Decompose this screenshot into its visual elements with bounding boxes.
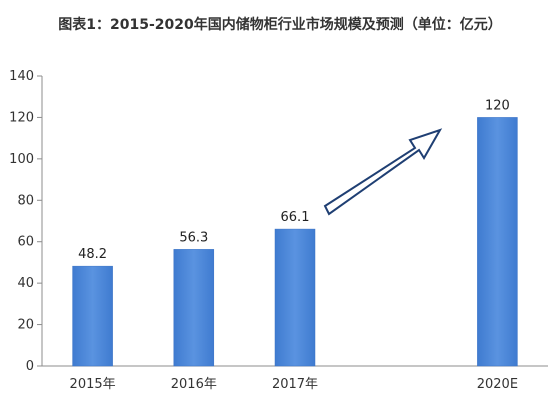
x-tick-label: 2017年 (272, 377, 318, 392)
y-tick-label: 60 (17, 235, 34, 250)
y-tick-label: 100 (9, 152, 34, 167)
y-tick-label: 0 (26, 359, 34, 374)
data-label: 48.2 (78, 247, 107, 262)
x-tick-label: 2015年 (70, 377, 116, 392)
growth-arrow-icon (323, 128, 443, 216)
x-tick-label: 2020E (477, 377, 518, 392)
data-label: 56.3 (179, 230, 208, 245)
data-label: 66.1 (281, 210, 310, 225)
x-tick-label: 2016年 (171, 377, 217, 392)
bar (72, 265, 113, 367)
y-axis: 0 20 40 60 80 100 120 140 (9, 69, 43, 374)
data-labels: 48.2 56.3 66.1 120 (78, 98, 510, 262)
bar (173, 249, 215, 367)
y-tick-label: 140 (9, 69, 34, 84)
x-axis: 2015年 2016年 2017年 2020E (42, 365, 548, 392)
bars (72, 117, 518, 367)
y-tick-label: 40 (17, 276, 34, 291)
y-tick-label: 20 (17, 318, 34, 333)
bar (274, 228, 316, 367)
bar (477, 117, 518, 367)
y-tick-label: 120 (9, 110, 34, 125)
y-tick-label: 80 (17, 193, 34, 208)
chart-title: 图表1：2015-2020年国内储物柜行业市场规模及预测（单位：亿元） (58, 17, 502, 33)
data-label: 120 (485, 98, 510, 113)
growth-arrow (323, 128, 443, 216)
